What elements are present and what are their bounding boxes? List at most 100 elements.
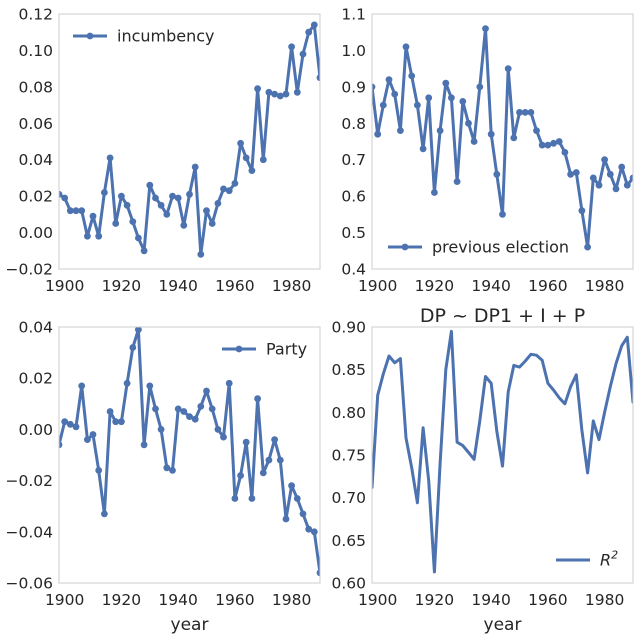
y-tick-label: 0.85	[331, 361, 366, 379]
panel-2: 0.4 0.5 0.6 0.7 0.8 0.9 1.0 1.1 1900 1920 1940 1960…	[341, 6, 634, 295]
data-point	[231, 495, 239, 502]
data-point	[436, 127, 444, 134]
data-point	[84, 436, 91, 443]
data-point	[254, 85, 261, 93]
data-point	[225, 187, 233, 195]
data-point	[316, 569, 320, 577]
y-tick-label: −0.04	[6, 523, 54, 541]
y-tick-label: 0.6	[341, 188, 366, 206]
data-point	[561, 149, 569, 156]
x-tick-label: 1920	[102, 591, 141, 609]
data-point	[101, 189, 108, 196]
data-point	[299, 50, 307, 58]
data-point	[595, 181, 603, 189]
legend-label: R2	[600, 549, 618, 570]
data-point	[169, 467, 176, 474]
data-point	[265, 88, 273, 96]
series-line	[372, 329, 633, 574]
data-point	[499, 211, 506, 218]
legend: incumbency	[73, 27, 215, 46]
legend-label: previous election	[432, 238, 569, 257]
data-point	[572, 169, 580, 176]
data-point	[271, 90, 278, 98]
data-point	[510, 134, 518, 142]
y-tick-label: 0.70	[331, 489, 366, 507]
data-point	[618, 163, 626, 171]
data-point	[237, 139, 245, 147]
x-tick-label: 1900	[358, 277, 397, 295]
axes-frame	[371, 13, 634, 270]
y-tick-label: 0.7	[341, 151, 366, 169]
data-point	[59, 190, 63, 198]
data-point	[186, 190, 193, 198]
data-point	[186, 413, 193, 420]
data-point	[208, 220, 216, 227]
data-point	[310, 21, 318, 29]
data-point	[59, 441, 63, 449]
data-point	[152, 194, 159, 202]
data-point	[465, 119, 472, 127]
y-tick-label: 0.90	[331, 319, 366, 337]
x-tick-label: 1920	[102, 277, 141, 295]
data-point	[140, 247, 148, 255]
data-point	[180, 221, 188, 229]
data-point	[623, 181, 631, 189]
x-tick-label: 1900	[45, 591, 84, 609]
data-point	[482, 25, 489, 32]
data-point	[305, 28, 313, 36]
data-point	[555, 138, 563, 145]
data-point	[402, 43, 410, 51]
data-point	[374, 130, 382, 138]
series-group	[372, 329, 633, 574]
y-tick-label: 0.04	[18, 151, 53, 169]
data-point	[203, 387, 210, 395]
data-point	[106, 154, 114, 162]
data-point	[493, 170, 501, 178]
panel-title: DP ~ DP1 + I + P	[420, 305, 585, 327]
x-tick-label: 1980	[272, 591, 311, 609]
data-point	[123, 379, 131, 387]
y-tick-label: 0.12	[18, 6, 53, 24]
data-point	[293, 495, 301, 502]
data-point	[254, 395, 261, 403]
data-point	[231, 180, 239, 187]
data-point	[578, 207, 586, 215]
data-point	[72, 207, 80, 215]
data-point	[135, 234, 142, 242]
data-point	[95, 232, 103, 240]
axes-frame	[58, 13, 321, 270]
data-point	[112, 418, 120, 426]
legend-marker	[86, 32, 94, 40]
x-tick-label: 1980	[585, 591, 624, 609]
y-tick-label: 0.08	[18, 78, 53, 96]
data-point	[78, 207, 86, 215]
y-tick-label: 0.10	[18, 42, 53, 60]
data-point	[146, 181, 154, 189]
data-point	[276, 92, 284, 100]
data-point	[101, 510, 108, 518]
y-tick-label: 0.06	[18, 115, 53, 133]
data-point	[220, 185, 227, 193]
data-point	[174, 194, 182, 202]
data-point	[310, 528, 318, 536]
y-tick-label: 0.02	[18, 188, 53, 206]
y-tick-label: 0.65	[331, 532, 366, 550]
y-tick-label: −0.02	[6, 261, 54, 279]
data-point	[163, 211, 171, 218]
data-point	[504, 65, 512, 72]
data-point	[385, 76, 393, 83]
x-tick-label: 1960	[215, 591, 254, 609]
y-tick-label: 0.02	[18, 370, 53, 388]
data-point	[169, 192, 176, 200]
data-point	[220, 433, 227, 441]
data-point	[163, 464, 171, 472]
data-point	[316, 74, 320, 82]
x-tick-label: 1920	[415, 277, 454, 295]
y-tick-label: 0.8	[341, 115, 366, 133]
data-point	[214, 426, 222, 433]
data-point	[288, 43, 295, 51]
data-point	[601, 156, 608, 164]
panel-1: −0.02 0.00 0.02 0.04 0.06 0.08 0.10 0.12 1900 192…	[6, 6, 321, 295]
data-point	[112, 220, 120, 227]
data-point	[61, 418, 69, 426]
